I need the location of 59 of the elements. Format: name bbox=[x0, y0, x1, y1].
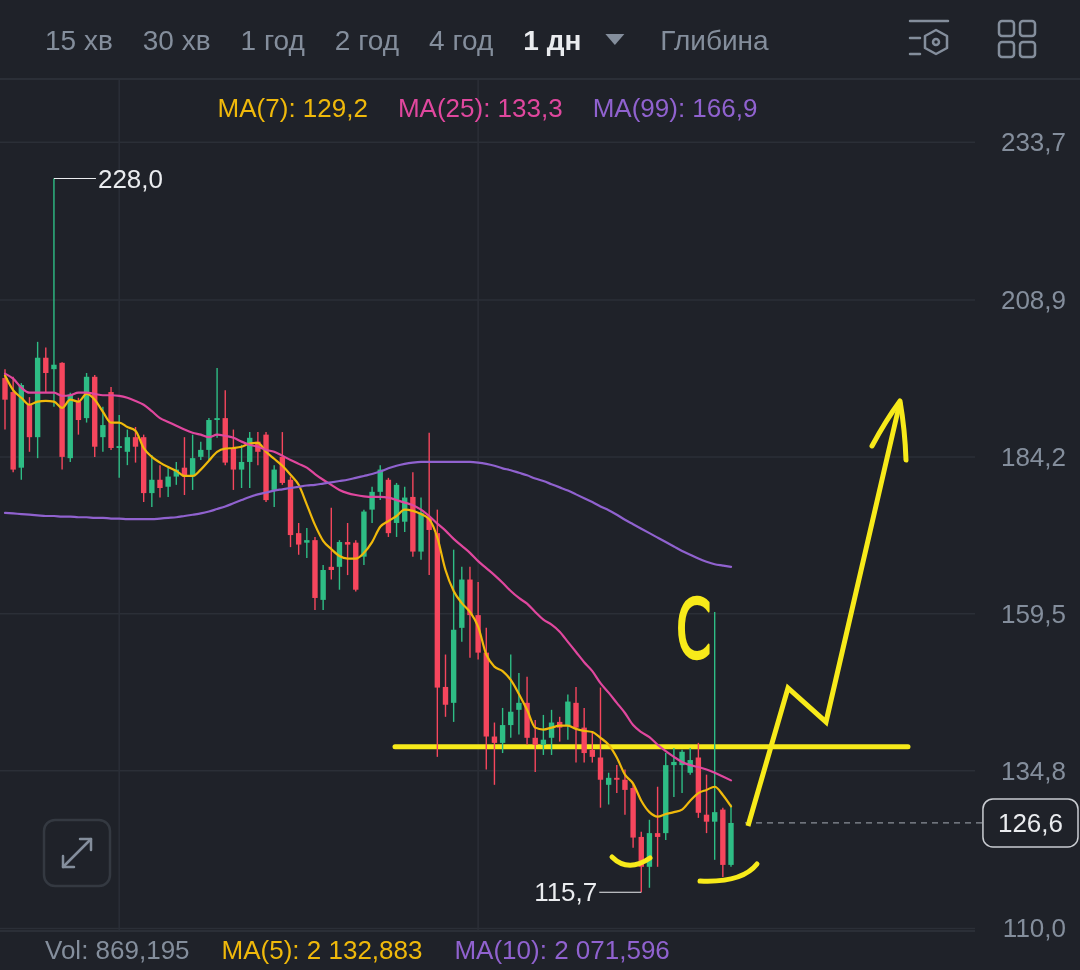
candlestick bbox=[149, 454, 155, 508]
y-tick-label: 159,5 bbox=[1000, 598, 1066, 629]
candlestick bbox=[51, 177, 57, 408]
annotation: 228,0 bbox=[97, 163, 164, 194]
candlestick bbox=[369, 486, 375, 524]
line-series bbox=[3, 460, 733, 568]
candlestick bbox=[344, 522, 351, 576]
ref-line-label: 126,6 bbox=[997, 807, 1064, 838]
y-tick-label: 110,0 bbox=[1002, 913, 1066, 944]
text: MA(5): 2 132,883 bbox=[221, 935, 423, 965]
candlestick bbox=[597, 686, 604, 809]
candlestick bbox=[654, 786, 661, 868]
candlestick bbox=[238, 444, 245, 489]
y-tick-label: 134,8 bbox=[1000, 755, 1066, 786]
candlestick bbox=[271, 464, 277, 508]
candlestick bbox=[132, 426, 139, 464]
text: 2 год bbox=[334, 24, 400, 56]
candlestick bbox=[565, 693, 571, 741]
candlestick bbox=[295, 522, 302, 556]
candlestick bbox=[214, 367, 220, 439]
annotation: C bbox=[676, 582, 712, 678]
candlestick bbox=[43, 346, 49, 394]
text: 15 хв bbox=[45, 24, 113, 56]
candlestick bbox=[589, 732, 596, 764]
candlestick bbox=[508, 653, 514, 739]
text: 4 год bbox=[429, 24, 494, 56]
candlestick bbox=[671, 747, 677, 798]
y-tick-label: 184,2 bbox=[1000, 441, 1066, 472]
candlestick bbox=[157, 464, 163, 499]
y-tick-label: 233,7 bbox=[1000, 127, 1066, 158]
candlestick bbox=[100, 405, 106, 453]
candlestick bbox=[442, 653, 449, 718]
candlestick bbox=[124, 428, 131, 466]
candlestick bbox=[614, 764, 620, 794]
candlestick bbox=[540, 714, 547, 756]
text: Vol: 869,195 bbox=[45, 935, 190, 965]
candlestick bbox=[165, 466, 171, 498]
text: 1 дн bbox=[523, 24, 582, 56]
candlestick bbox=[304, 527, 310, 559]
candlestick bbox=[622, 768, 628, 816]
candlestick bbox=[532, 719, 538, 773]
candlestick bbox=[605, 772, 612, 806]
candlestick bbox=[2, 368, 8, 431]
text: 30 хв bbox=[142, 24, 211, 56]
candlestick bbox=[116, 414, 122, 479]
candlestick bbox=[711, 611, 718, 861]
candlestick bbox=[516, 672, 522, 736]
annotation: 115,7 bbox=[534, 877, 598, 908]
candlestick bbox=[703, 773, 710, 834]
y-tick-label: 208,9 bbox=[1000, 284, 1066, 315]
text: Глибина bbox=[660, 24, 770, 56]
text: 1 год bbox=[240, 24, 305, 56]
candlestick bbox=[230, 428, 237, 491]
text: MA(99): 166,9 bbox=[592, 93, 758, 123]
candlestick bbox=[499, 707, 506, 754]
text: MA(7): 129,2 bbox=[217, 93, 368, 123]
text: MA(25): 133,3 bbox=[397, 93, 563, 123]
candlestick bbox=[198, 440, 204, 461]
text: MA(10): 2 071,596 bbox=[454, 935, 670, 965]
